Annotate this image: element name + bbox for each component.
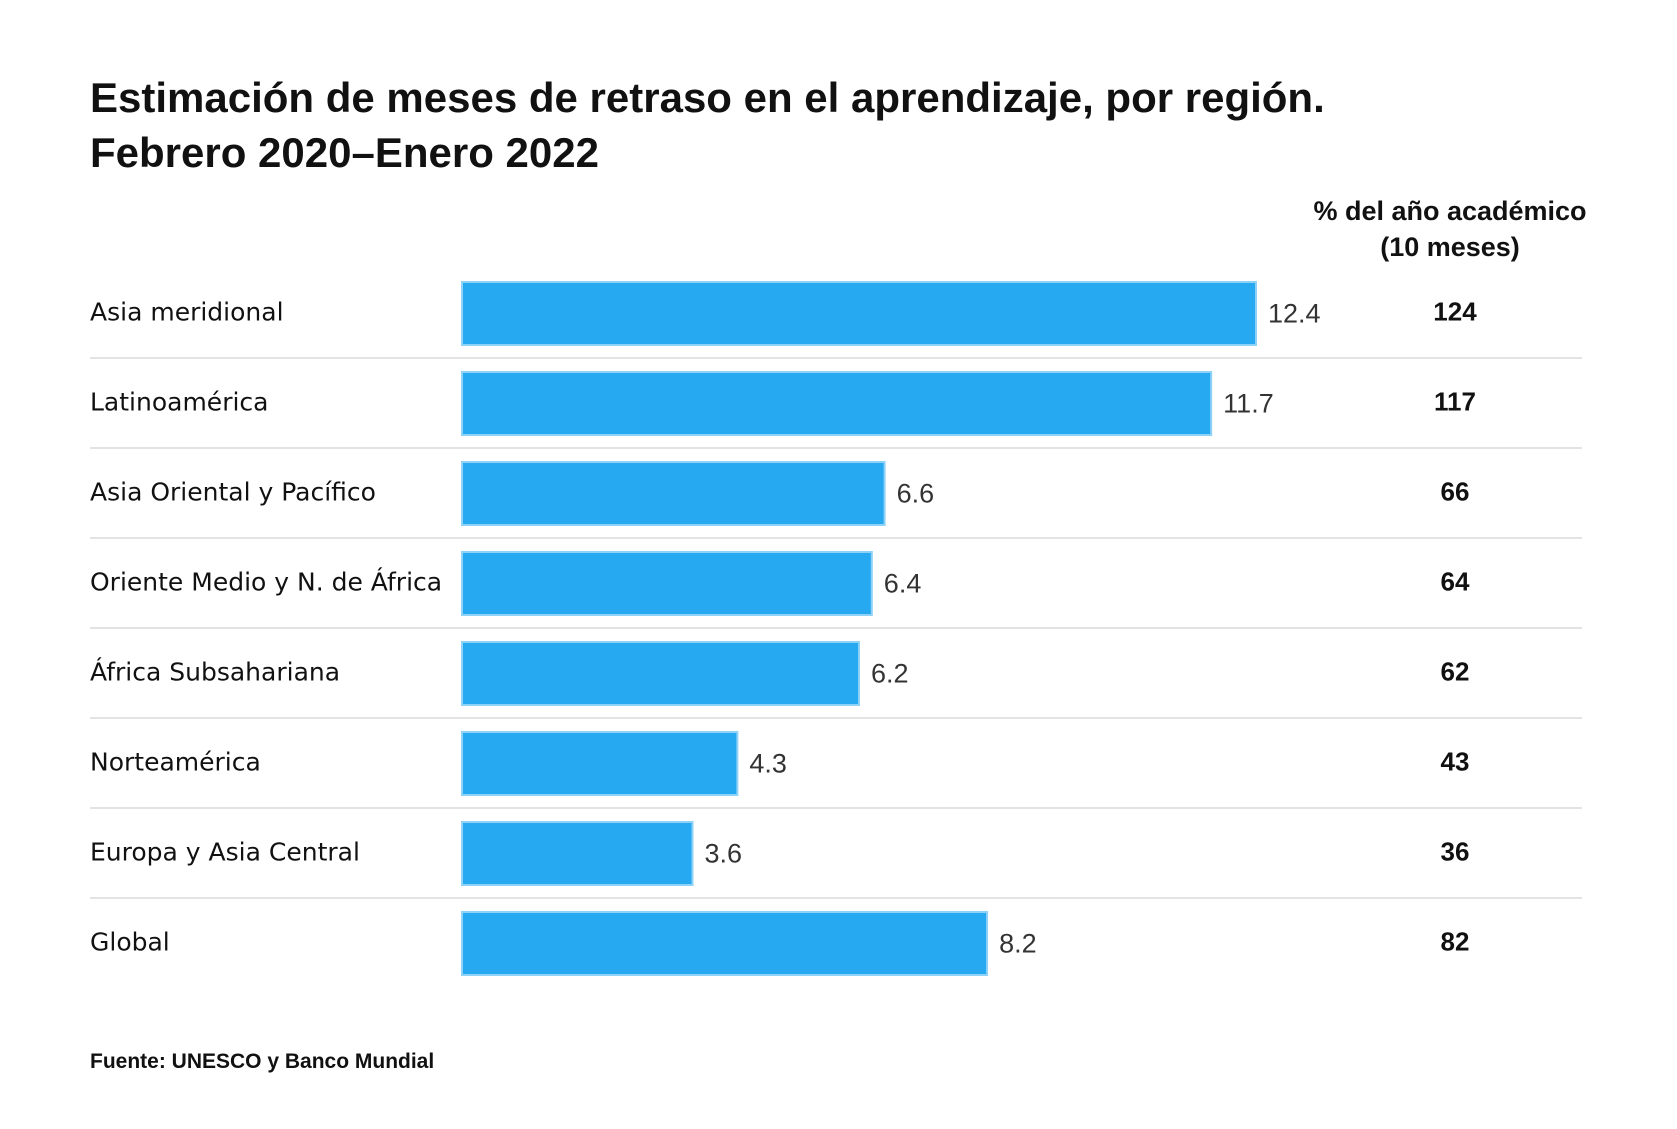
bar	[461, 641, 860, 706]
category-label: Asia Oriental y Pacífico	[90, 478, 376, 507]
value-label: 11.7	[1223, 389, 1274, 419]
bar	[461, 281, 1257, 346]
percent-label: 66	[1441, 476, 1470, 506]
chart-title: Estimación de meses de retraso en el apr…	[90, 70, 1570, 180]
bar	[461, 911, 989, 976]
percent-column-header-line2: (10 meses)	[1380, 232, 1520, 262]
bar	[461, 551, 873, 616]
percent-label: 117	[1434, 386, 1476, 416]
percent-label: 62	[1441, 656, 1470, 686]
bar	[461, 731, 739, 796]
chart-title-line1: Estimación de meses de retraso en el apr…	[90, 74, 1325, 121]
value-label: 6.2	[871, 659, 909, 689]
source-note: Fuente: UNESCO y Banco Mundial	[90, 1050, 435, 1073]
value-label: 4.3	[749, 749, 787, 779]
category-label: Oriente Medio y N. de África	[90, 568, 442, 597]
category-label: Latinoamérica	[90, 388, 268, 417]
percent-label: 64	[1441, 566, 1470, 596]
bar	[461, 461, 886, 526]
percent-label: 43	[1441, 746, 1470, 776]
percent-column-header-line1: % del año académico	[1313, 196, 1587, 226]
value-label: 12.4	[1268, 299, 1321, 329]
percent-label: 124	[1433, 296, 1477, 326]
bar	[461, 371, 1213, 436]
value-label: 6.6	[897, 479, 935, 509]
percent-label: 82	[1441, 926, 1470, 956]
bar	[461, 821, 694, 886]
percent-column-header: % del año académico (10 meses)	[1270, 193, 1630, 265]
category-label: África Subsahariana	[90, 658, 340, 687]
value-label: 6.4	[884, 569, 922, 599]
value-label: 8.2	[999, 929, 1037, 959]
category-label: Europa y Asia Central	[90, 838, 360, 867]
category-label: Norteamérica	[90, 748, 261, 777]
category-label: Global	[90, 928, 170, 957]
value-label: 3.6	[705, 839, 743, 869]
percent-label: 36	[1441, 836, 1470, 866]
chart-title-line2: Febrero 2020–Enero 2022	[90, 129, 599, 176]
category-label: Asia meridional	[90, 298, 284, 327]
